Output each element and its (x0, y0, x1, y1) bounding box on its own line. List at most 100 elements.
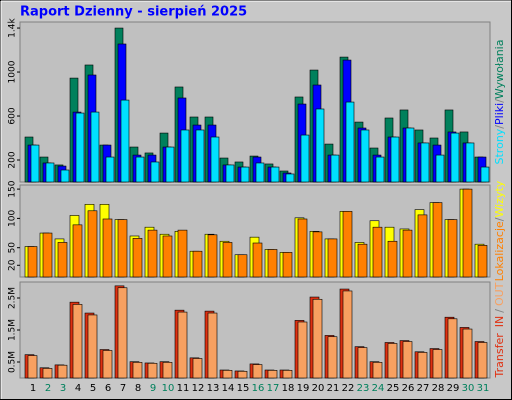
legend-separator: / (493, 99, 506, 103)
bar (390, 136, 400, 183)
bar (480, 166, 490, 183)
bar (372, 226, 383, 278)
bar (240, 166, 250, 183)
bar (147, 362, 158, 379)
bar (75, 112, 85, 183)
legend: Strony/Pliki/Wywołania (493, 40, 506, 165)
x-tick-label: 31 (477, 383, 490, 394)
bar (132, 238, 143, 278)
bar (132, 362, 143, 379)
legend-label: Transfer (493, 333, 506, 379)
y-tick-label: 1000 (8, 60, 18, 83)
bar (432, 202, 443, 278)
bar (57, 242, 68, 278)
bar (225, 164, 235, 183)
bar (327, 238, 338, 278)
bar (90, 111, 100, 183)
bar (465, 142, 475, 183)
bar (120, 99, 130, 183)
x-tick-label: 3 (60, 383, 66, 394)
y-tick-label: 600 (8, 107, 18, 124)
legend-entry: Pliki (493, 103, 506, 125)
bar (462, 188, 473, 278)
bar (255, 162, 265, 183)
legend-entry: Strony (493, 128, 506, 164)
bar (42, 232, 53, 278)
bar (207, 234, 218, 278)
bar (360, 129, 370, 183)
bar (270, 166, 280, 183)
bar (180, 129, 190, 183)
bar (282, 370, 293, 379)
x-tick-label: 21 (327, 383, 340, 394)
bar (177, 229, 188, 278)
bar (330, 154, 340, 183)
chart-title: Raport Dzienny - sierpień 2025 (20, 5, 247, 20)
x-tick-label: 12 (192, 383, 205, 394)
bar (315, 108, 325, 183)
x-tick-label: 6 (105, 383, 111, 394)
bar (405, 127, 415, 183)
bar (57, 364, 68, 379)
legend: Transfer IN / OUT (493, 282, 506, 378)
bar (285, 173, 295, 183)
y-tick-label: 0.5M (8, 351, 18, 373)
bar (27, 246, 38, 278)
bar (252, 242, 263, 278)
x-tick-label: 30 (462, 383, 475, 394)
bar (222, 242, 233, 278)
x-tick-label: 29 (447, 383, 460, 394)
bar (162, 362, 173, 379)
bar (267, 370, 278, 379)
bar (192, 250, 203, 278)
y-tick-label: 1.4k (8, 18, 18, 38)
y-tick-label: 50 (8, 242, 18, 254)
bar (450, 132, 460, 183)
bar (312, 231, 323, 278)
x-tick-label: 28 (432, 383, 445, 394)
bar (447, 318, 458, 379)
x-tick-label: 27 (417, 383, 430, 394)
bar (102, 218, 113, 278)
legend-entry: Lokalizacje (493, 221, 506, 281)
x-tick-label: 15 (237, 383, 250, 394)
bar (357, 243, 368, 278)
bar (105, 156, 115, 183)
bar (72, 304, 83, 379)
y-tick-label: 100 (8, 210, 18, 227)
bar (477, 342, 488, 379)
x-tick-label: 5 (90, 383, 96, 394)
x-tick-label: 14 (222, 383, 235, 394)
bar (402, 341, 413, 379)
legend-separator: / (493, 309, 506, 313)
bar (462, 328, 473, 379)
legend-entry: IN (493, 316, 506, 327)
bar (357, 347, 368, 379)
bar (237, 254, 248, 278)
bar (117, 287, 128, 379)
bar (477, 245, 488, 278)
x-tick-label: 7 (120, 383, 126, 394)
bar (297, 218, 308, 278)
bar (300, 134, 310, 183)
x-tick-label: 1 (30, 383, 36, 394)
bar (312, 298, 323, 379)
legend-entry: Wywołania (493, 40, 506, 100)
bar (87, 210, 98, 278)
bar (447, 219, 458, 278)
legend-entry: OUT (493, 282, 506, 306)
x-tick-label: 13 (207, 383, 220, 394)
bar (135, 156, 145, 183)
y-tick-label: 2.5M (8, 287, 18, 309)
bar (72, 224, 83, 278)
bar (282, 252, 293, 278)
bar (297, 321, 308, 379)
bar (387, 240, 398, 278)
bar (417, 352, 428, 379)
bar (117, 219, 128, 278)
bar (267, 249, 278, 278)
bar (102, 350, 113, 379)
bar (387, 343, 398, 379)
bar (87, 314, 98, 379)
x-tick-label: 17 (267, 383, 280, 394)
